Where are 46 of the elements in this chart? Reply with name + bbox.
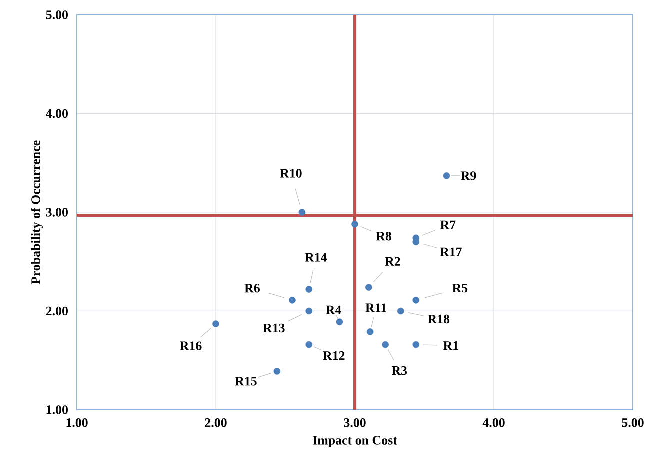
annotation: R12 (323, 352, 345, 360)
point (212, 320, 220, 328)
point (352, 220, 358, 228)
annotation: R15 (235, 377, 257, 386)
point (382, 341, 389, 348)
x-tick-label: 5.00 (622, 418, 644, 428)
point (289, 296, 296, 304)
annotation: R7 (440, 220, 456, 230)
x-tick-label: 4.00 (482, 418, 505, 428)
annotation: R6 (244, 284, 260, 293)
annotation: R3 (392, 366, 408, 376)
y-tick-label: 4.00 (46, 109, 68, 118)
x-tick-label: 1.00 (66, 418, 88, 428)
annotation: R2 (385, 257, 400, 266)
y-tick-label: 5.00 (46, 10, 68, 20)
point (306, 286, 313, 293)
point (336, 318, 344, 326)
point (443, 172, 450, 180)
point (412, 341, 420, 348)
annotation: R13 (263, 324, 285, 333)
annotation: R9 (461, 172, 476, 180)
x-tick-label: 2.00 (205, 418, 227, 428)
point (397, 308, 404, 315)
annotation: R8 (376, 232, 392, 241)
annotation: R18 (428, 314, 450, 324)
annotation: R10 (280, 169, 302, 178)
point (366, 284, 372, 291)
y-tick-label: 3.00 (46, 208, 68, 217)
annotation: R16 (180, 342, 202, 350)
annotation: R17 (440, 248, 462, 256)
y-tick-label: 2.00 (46, 306, 68, 316)
point (306, 341, 313, 348)
point (298, 209, 306, 216)
annotation: R14 (305, 253, 328, 262)
y-axis-title: Probability of Occurrence (31, 140, 43, 284)
annotation: R4 (326, 306, 342, 314)
x-tick-label: 3.00 (344, 418, 366, 428)
x-axis-title: Impact on Cost (312, 436, 398, 448)
annotation: R5 (452, 284, 468, 293)
point (274, 368, 281, 375)
point (306, 308, 313, 315)
point (366, 328, 374, 336)
annotation: R11 (366, 304, 386, 312)
y-tick-label: 1.00 (46, 406, 68, 414)
point (412, 296, 420, 304)
annotation: R1 (443, 342, 458, 350)
